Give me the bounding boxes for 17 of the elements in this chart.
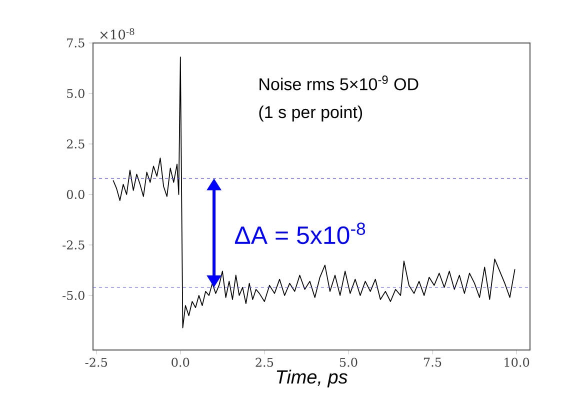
x-tick-label: 5.0 [340, 358, 358, 367]
y-tick-label: 0.0 [66, 190, 84, 200]
x-tick-label: 10.0 [504, 358, 530, 367]
y-tick-label: 2.5 [66, 139, 84, 149]
y-tick-label: -5.0 [62, 290, 84, 300]
y-tick-label: 5.0 [67, 88, 84, 98]
annotation: Noise rms 5×10$^{-9}$ OD [260, 76, 418, 90]
x-axis-title: Time, ps [276, 370, 348, 388]
annotation: ΔA = 5x10$^{-8}$ [234, 222, 366, 244]
annotation: (1 s per point) [259, 106, 362, 122]
y-tick-label: -2.5 [62, 240, 84, 250]
text: ×10$^{-8}$ [100, 28, 134, 40]
x-tick-label: 7.5 [424, 358, 442, 367]
y-tick-label: 7.5 [67, 38, 84, 48]
x-tick-label: -2.5 [85, 358, 108, 367]
x-tick-label: 0.0 [172, 358, 190, 367]
x-tick-label: 2.5 [256, 358, 274, 367]
